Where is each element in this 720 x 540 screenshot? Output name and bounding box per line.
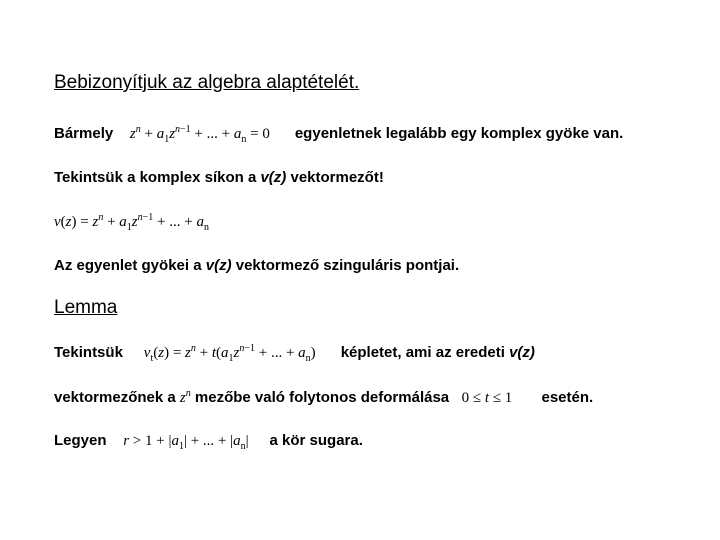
p4-t2: képletet, ami az eredeti <box>341 344 509 361</box>
p1-equation: zn + a1zn−1 + ... + an = 0 <box>130 126 270 142</box>
p5-zn: zn <box>180 390 191 406</box>
p3-t1: Az egyenlet gyökei a <box>54 257 206 274</box>
paragraph-3: Az egyenlet gyökei a v(z) vektormező szi… <box>54 255 666 278</box>
p3-t2: vektormező szinguláris pontjai. <box>232 257 460 274</box>
p6-equation: r > 1 + |a1| + ... + |an| <box>123 433 248 449</box>
equation-vz: v(z) = zn + a1zn−1 + ... + an <box>54 210 666 235</box>
p5-t1: vektormezőnek a <box>54 389 180 406</box>
paragraph-6: Legyen r > 1 + |a1| + ... + |an| a kör s… <box>54 430 666 454</box>
p4-t1: Tekintsük <box>54 344 123 361</box>
eq-vz: v(z) = zn + a1zn−1 + ... + an <box>54 214 209 230</box>
lemma-heading: Lemma <box>54 297 666 319</box>
p5-cond: 0 ≤ t ≤ 1 <box>462 390 513 406</box>
page-title: Bebizonyítjuk az algebra alaptételét. <box>54 72 666 94</box>
p3-vz: v(z) <box>206 257 232 274</box>
p5-t3: esetén. <box>541 389 593 406</box>
p4-equation: vt(z) = zn + t(a1zn−1 + ... + an) <box>144 345 316 361</box>
p5-t2: mezőbe való folytonos deformálása <box>195 389 453 406</box>
paragraph-5: vektormezőnek a zn mezőbe való folytonos… <box>54 386 666 410</box>
p6-t2: a kör sugara. <box>270 432 363 449</box>
paragraph-1: Bármely zn + a1zn−1 + ... + an = 0 egyen… <box>54 122 666 147</box>
p1-lead: Bármely <box>54 125 113 142</box>
paragraph-2: Tekintsük a komplex síkon a v(z) vektorm… <box>54 167 666 190</box>
p6-t1: Legyen <box>54 432 107 449</box>
p2-vz: v(z) <box>260 169 286 186</box>
p1-tail: egyenletnek legalább egy komplex gyöke v… <box>295 125 623 142</box>
p2-t1: Tekintsük a komplex síkon a <box>54 169 260 186</box>
paragraph-4: Tekintsük vt(z) = zn + t(a1zn−1 + ... + … <box>54 341 666 366</box>
p2-t2: vektormezőt! <box>286 169 384 186</box>
p4-vz: v(z) <box>509 344 535 361</box>
